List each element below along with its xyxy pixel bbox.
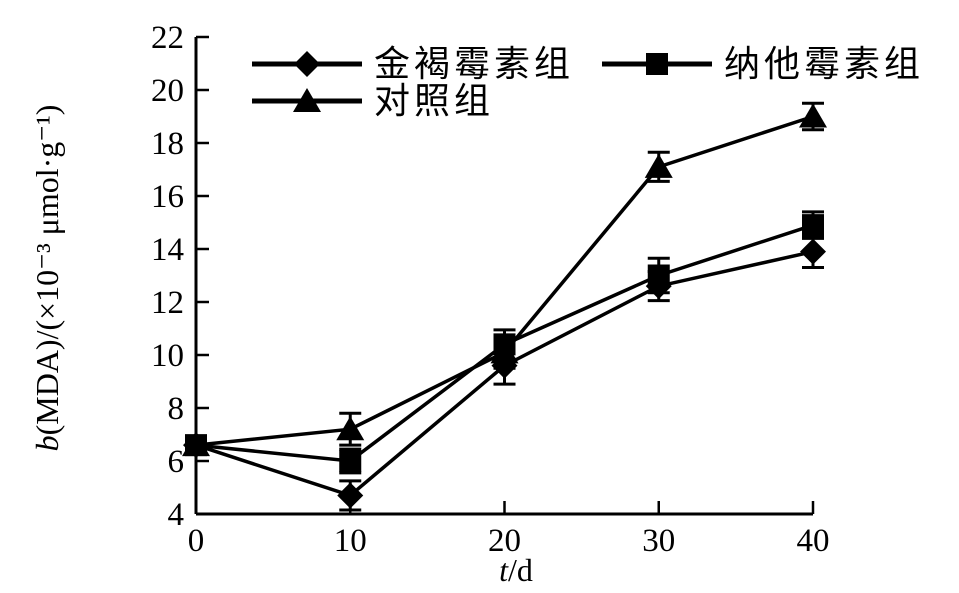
marker-triangle xyxy=(336,416,365,441)
marker-square xyxy=(802,214,824,237)
legend-label-duizhao: 对照组 xyxy=(374,81,494,121)
marker-diamond xyxy=(337,482,364,509)
marker-triangle xyxy=(644,153,673,178)
y-tick-label: 20 xyxy=(151,73,184,109)
marker-triangle xyxy=(182,432,210,457)
marker-triangle xyxy=(490,339,519,364)
y-tick-label: 10 xyxy=(151,338,184,374)
y-tick-label: 22 xyxy=(151,20,184,56)
marker-diamond xyxy=(800,238,826,265)
x-tick-label: 30 xyxy=(642,523,675,559)
y-tick-label: 16 xyxy=(151,179,184,215)
x-tick-label: 40 xyxy=(797,523,830,559)
legend: 金褐霉素组 纳他霉素组 对照组 xyxy=(374,44,924,121)
x-axis-title: t/d xyxy=(499,552,533,588)
marker-square xyxy=(647,264,670,287)
y-tick-label: 8 xyxy=(168,391,185,427)
legend-marker-triangle xyxy=(293,88,321,112)
y-tick-label: 6 xyxy=(168,444,185,480)
y-tick-label: 12 xyxy=(151,285,184,321)
y-tick-label: 14 xyxy=(151,232,184,268)
y-tick-label: 18 xyxy=(151,126,184,162)
legend-label-natameisu: 纳他霉素组 xyxy=(724,44,924,84)
series-line-2 xyxy=(195,114,814,447)
legend-marker-diamond xyxy=(294,51,320,77)
legend-marker-square xyxy=(646,53,668,75)
x-tick-label: 0 xyxy=(188,523,205,559)
y-tick-label: 4 xyxy=(168,497,185,533)
marker-square xyxy=(339,450,362,472)
y-axis-title: b(MDA)/(×10⁻³ μmol·g⁻¹) xyxy=(29,105,65,452)
chart-plot-area: 4 6 8 10 12 14 16 18 20 22 0 10 20 30 40 xyxy=(151,20,830,559)
legend-label-jinhemeisu: 金褐霉素组 xyxy=(374,44,574,84)
marker-triangle xyxy=(799,103,827,128)
x-tick-label: 20 xyxy=(488,523,521,559)
x-tick-label: 10 xyxy=(334,523,367,559)
